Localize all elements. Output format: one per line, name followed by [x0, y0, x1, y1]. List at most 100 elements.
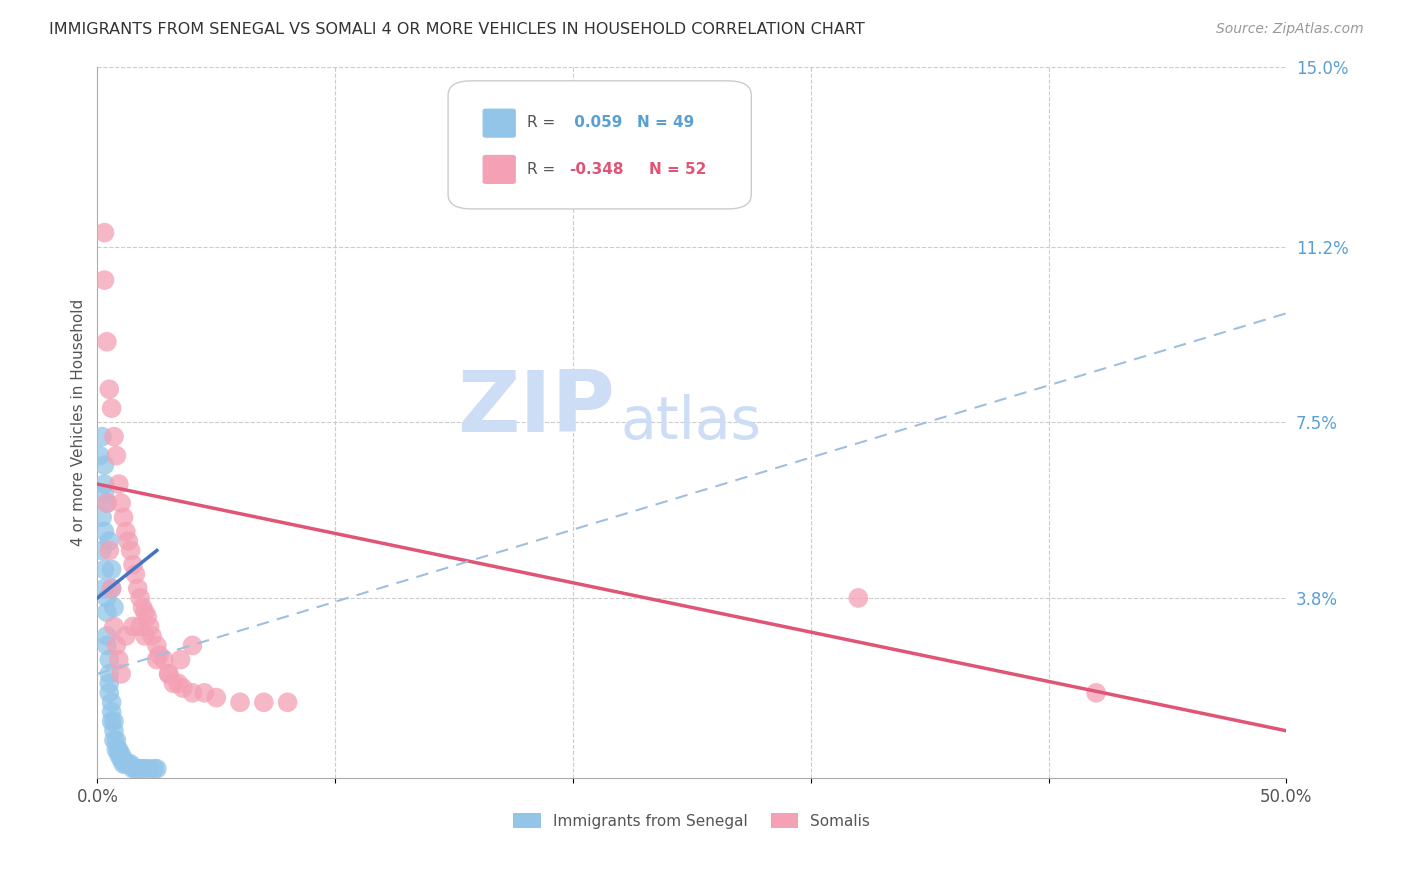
Point	[93, 273, 115, 287]
Point	[143, 762, 166, 776]
Point	[103, 714, 125, 729]
Point	[112, 752, 135, 766]
Point	[127, 762, 149, 776]
FancyBboxPatch shape	[449, 81, 751, 209]
Point	[146, 762, 169, 776]
Point	[1085, 686, 1108, 700]
Point	[93, 562, 115, 576]
Point	[134, 605, 156, 619]
Point	[100, 714, 122, 729]
Point	[846, 591, 869, 605]
Point	[100, 695, 122, 709]
Point	[93, 582, 115, 596]
Point	[91, 543, 114, 558]
Point	[146, 652, 169, 666]
Point	[96, 629, 118, 643]
Point	[193, 686, 215, 700]
Point	[98, 534, 121, 549]
Point	[100, 582, 122, 596]
Point	[124, 762, 146, 776]
Point	[107, 743, 129, 757]
Point	[110, 747, 132, 762]
Point	[98, 543, 121, 558]
Point	[181, 639, 204, 653]
Point	[110, 496, 132, 510]
Text: N = 49: N = 49	[637, 115, 695, 130]
Point	[115, 756, 138, 771]
Point	[91, 430, 114, 444]
Point	[89, 449, 111, 463]
Text: IMMIGRANTS FROM SENEGAL VS SOMALI 4 OR MORE VEHICLES IN HOUSEHOLD CORRELATION CH: IMMIGRANTS FROM SENEGAL VS SOMALI 4 OR M…	[49, 22, 865, 37]
Point	[105, 449, 128, 463]
Point	[103, 733, 125, 747]
Point	[103, 723, 125, 738]
Text: Source: ZipAtlas.com: Source: ZipAtlas.com	[1216, 22, 1364, 37]
Point	[100, 401, 122, 416]
Point	[110, 666, 132, 681]
Point	[96, 591, 118, 605]
Point	[110, 752, 132, 766]
Point	[103, 600, 125, 615]
FancyBboxPatch shape	[482, 155, 516, 184]
Point	[138, 619, 160, 633]
Point	[115, 524, 138, 539]
Point	[134, 762, 156, 776]
Point	[157, 666, 180, 681]
Point	[131, 762, 153, 776]
Point	[115, 629, 138, 643]
Point	[107, 652, 129, 666]
Point	[129, 591, 152, 605]
Text: R =: R =	[527, 115, 555, 130]
Point	[277, 695, 299, 709]
Text: atlas: atlas	[620, 394, 762, 451]
Point	[129, 762, 152, 776]
Point	[107, 747, 129, 762]
Text: 0.059: 0.059	[569, 115, 623, 130]
Point	[169, 652, 191, 666]
Point	[107, 477, 129, 491]
Point	[105, 743, 128, 757]
Point	[157, 666, 180, 681]
Text: ZIP: ZIP	[457, 367, 614, 450]
Point	[112, 756, 135, 771]
FancyBboxPatch shape	[482, 109, 516, 137]
Point	[229, 695, 252, 709]
Point	[120, 543, 142, 558]
Y-axis label: 4 or more Vehicles in Household: 4 or more Vehicles in Household	[72, 299, 86, 546]
Point	[93, 477, 115, 491]
Point	[253, 695, 276, 709]
Point	[100, 705, 122, 719]
Text: N = 52: N = 52	[650, 161, 706, 177]
Point	[122, 558, 145, 572]
Point	[103, 430, 125, 444]
Point	[134, 629, 156, 643]
Point	[117, 756, 139, 771]
Point	[93, 524, 115, 539]
Text: R =: R =	[527, 161, 555, 177]
Point	[91, 510, 114, 524]
Point	[172, 681, 194, 695]
Point	[205, 690, 228, 705]
Point	[96, 334, 118, 349]
Point	[112, 510, 135, 524]
Point	[136, 610, 159, 624]
Legend: Immigrants from Senegal, Somalis: Immigrants from Senegal, Somalis	[508, 806, 876, 835]
Point	[120, 756, 142, 771]
Point	[105, 733, 128, 747]
Point	[146, 639, 169, 653]
Point	[98, 686, 121, 700]
Point	[117, 534, 139, 549]
Point	[122, 619, 145, 633]
Point	[98, 652, 121, 666]
Point	[93, 226, 115, 240]
Point	[181, 686, 204, 700]
Point	[96, 496, 118, 510]
Point	[167, 676, 190, 690]
Point	[96, 639, 118, 653]
Point	[124, 567, 146, 582]
Point	[96, 605, 118, 619]
Point	[127, 582, 149, 596]
Point	[98, 676, 121, 690]
Text: -0.348: -0.348	[569, 161, 624, 177]
Point	[129, 619, 152, 633]
